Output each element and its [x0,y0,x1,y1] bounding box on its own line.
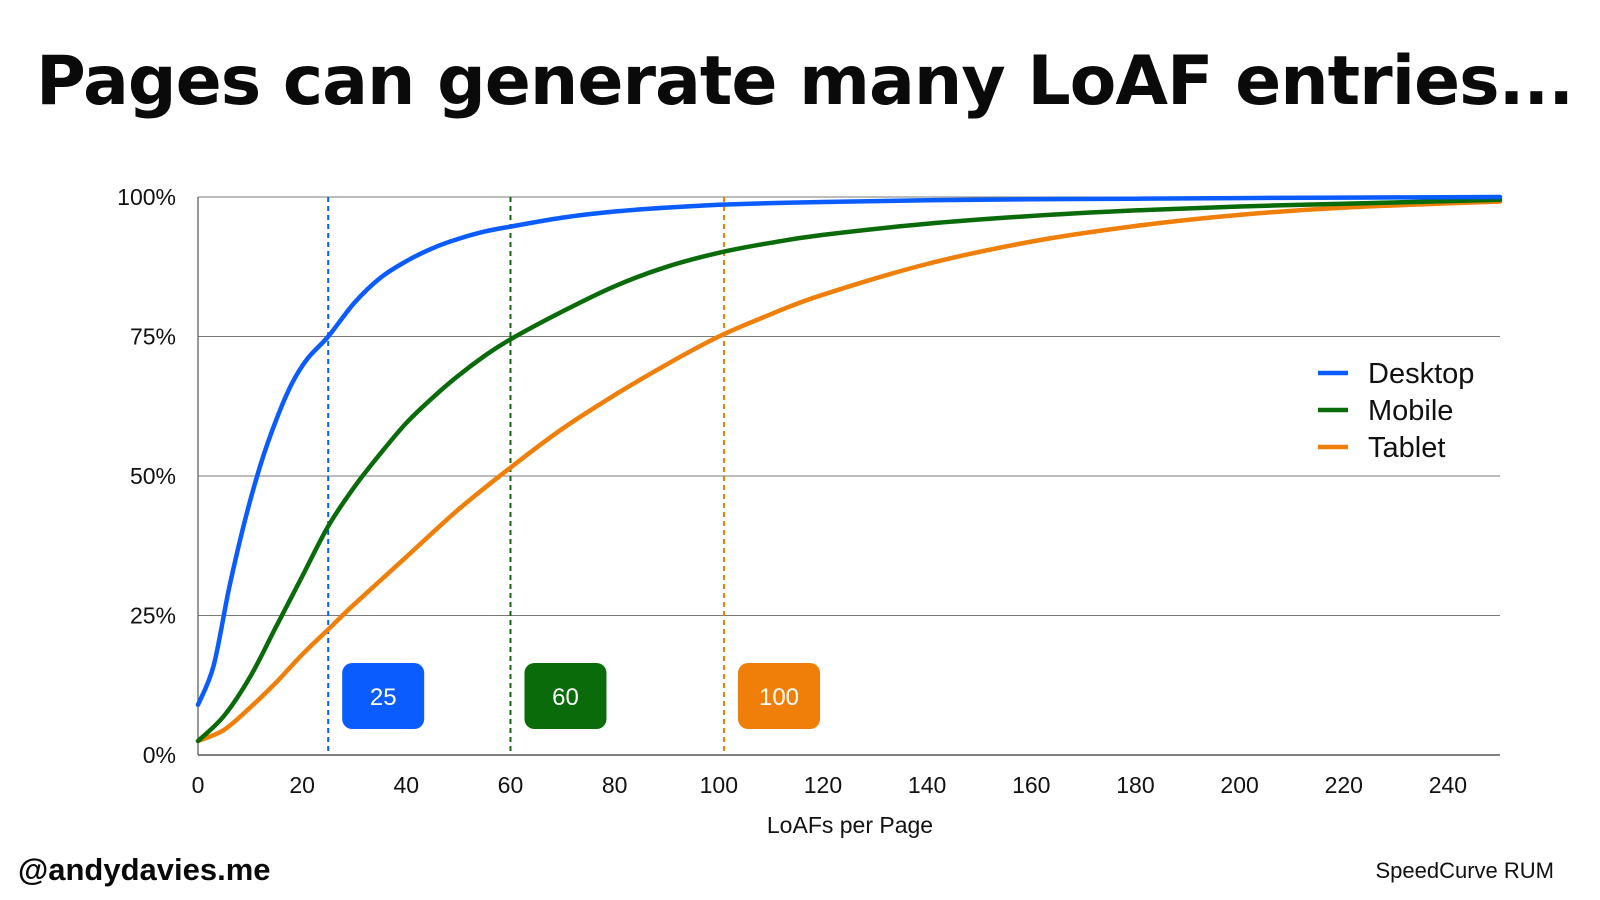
data-source: SpeedCurve RUM [1375,858,1554,883]
x-tick-label: 100 [700,772,738,798]
threshold-badge-label: 60 [552,684,579,711]
x-tick-label: 140 [908,772,946,798]
y-tick-label: 100% [117,184,176,210]
y-tick-label: 0% [143,742,176,768]
reference-lines [327,197,726,755]
y-tick-label: 25% [130,603,176,629]
threshold-badge-desktop: 25 [342,663,425,729]
slide-title: Pages can generate many LoAF entries... [36,42,1574,121]
x-tick-label: 0 [192,772,205,798]
legend-label: Desktop [1368,358,1474,390]
series-line-mobile [195,197,1503,744]
x-tick-label: 160 [1012,772,1050,798]
x-tick-label: 80 [602,772,628,798]
legend-item-mobile: Mobile [1318,395,1453,427]
threshold-badge-mobile: 60 [524,663,607,729]
x-tick-label: 60 [498,772,524,798]
threshold-badge-label: 25 [370,684,397,711]
x-tick-label: 200 [1220,772,1258,798]
x-tick-label: 120 [804,772,842,798]
x-tick-label: 240 [1429,772,1467,798]
threshold-badges: 25 60 100 [342,663,821,729]
x-tick-label: 180 [1116,772,1154,798]
x-tick-label: 220 [1325,772,1363,798]
x-tick-label: 20 [289,772,315,798]
threshold-badge-box [738,663,821,729]
x-axis-label: LoAFs per Page [767,812,933,838]
legend-label: Mobile [1368,395,1453,427]
axes: 0% 25% 50% 75% 100% 0 20 40 60 80 100 120 140 160 180 2… [117,184,1467,798]
legend: Desktop Mobile Tablet [1318,358,1474,464]
series-lines [195,194,1503,744]
legend-item-tablet: Tablet [1318,432,1445,464]
threshold-badge-box [524,663,607,729]
y-tick-label: 75% [130,324,176,350]
author-handle: @andydavies.me [18,852,271,887]
series-line-tablet [195,199,1503,744]
gridlines [198,196,1500,756]
series-line-desktop [195,194,1503,708]
threshold-badge-tablet: 100 [738,663,821,729]
threshold-badge-box [342,663,425,729]
y-tick-label: 50% [130,463,176,489]
legend-label: Tablet [1368,432,1445,464]
legend-item-desktop: Desktop [1318,358,1474,390]
x-tick-label: 40 [394,772,420,798]
threshold-badge-label: 100 [759,684,799,711]
